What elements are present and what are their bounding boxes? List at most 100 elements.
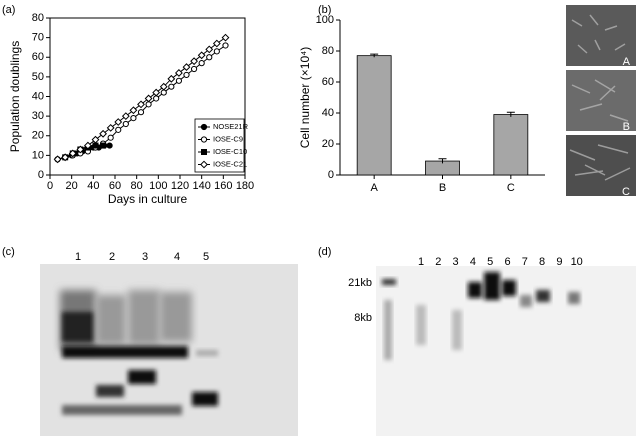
micrograph-label: B	[623, 121, 630, 133]
marker	[68, 149, 77, 158]
marker	[53, 155, 62, 164]
marker	[221, 33, 230, 42]
gel-bands	[60, 290, 218, 415]
y-tick-label: 10	[32, 149, 44, 161]
x-tick-label: 60	[109, 180, 121, 192]
y-tick-label: 50	[32, 71, 44, 83]
y-tick-label: 60	[32, 51, 44, 63]
legend-label: IOSE-C9	[213, 134, 243, 143]
lane-label: 3	[142, 251, 148, 263]
marker	[76, 145, 85, 154]
panel-label: (c)	[2, 246, 15, 258]
gel-c	[40, 264, 298, 436]
micrograph-label: A	[623, 56, 631, 68]
marker	[137, 109, 145, 116]
marker	[84, 141, 92, 150]
marker	[206, 54, 213, 61]
lane-label: 4	[470, 256, 476, 268]
marker	[190, 57, 198, 66]
marker	[167, 74, 176, 83]
micrographs	[566, 5, 636, 196]
marker	[129, 106, 138, 115]
x-tick-label: 80	[131, 180, 143, 192]
error-bar	[370, 53, 379, 58]
marker	[197, 51, 206, 60]
y-axis-label: Cell number (×10⁴)	[298, 47, 312, 149]
marker	[121, 112, 130, 121]
y-tick-label: 60	[322, 76, 334, 88]
marker	[190, 65, 198, 73]
marker	[107, 134, 114, 141]
marker	[153, 95, 160, 102]
y-tick-label: 100	[316, 14, 334, 26]
legend-marker	[200, 160, 208, 169]
marker	[152, 88, 161, 97]
y-tick-label: 80	[32, 12, 44, 24]
cell-texture	[569, 14, 631, 181]
size-marker: 8kb	[354, 312, 372, 324]
bar	[493, 114, 529, 176]
legend-label: NOSE21R	[213, 122, 249, 131]
marker	[222, 42, 229, 49]
marker	[100, 142, 107, 149]
lane-label: 1	[75, 251, 81, 263]
bar	[356, 55, 392, 176]
lane-label: 9	[556, 256, 562, 268]
legend-marker	[200, 123, 208, 131]
y-tick-label: 0	[38, 169, 44, 181]
micrograph-label: C	[622, 186, 630, 198]
panel-label: (b)	[318, 4, 331, 16]
lane-label: 2	[109, 251, 115, 263]
y-tick-label: 40	[32, 90, 44, 102]
gel-d	[376, 266, 636, 436]
marker	[61, 153, 70, 162]
marker	[182, 63, 191, 71]
marker	[159, 82, 168, 91]
x-tick-label: 0	[47, 180, 53, 192]
marker	[144, 94, 153, 103]
marker	[183, 71, 190, 79]
y-tick-label: 80	[322, 45, 334, 57]
micrograph	[566, 5, 636, 66]
legend-label: IOSE-C10	[213, 147, 247, 156]
size-marker: 21kb	[348, 277, 372, 289]
lane-label: 10	[571, 256, 583, 268]
x-tick-label: 40	[87, 180, 99, 192]
marker	[145, 101, 152, 108]
y-tick-label: 20	[32, 130, 44, 142]
x-tick-label: C	[507, 182, 515, 194]
error-bar	[506, 111, 515, 117]
x-tick-label: 100	[149, 180, 167, 192]
x-tick-label: B	[439, 182, 446, 194]
y-tick-label: 0	[328, 169, 334, 181]
y-tick-label: 40	[322, 107, 334, 119]
gel-bands	[382, 272, 580, 360]
marker	[99, 129, 107, 138]
x-tick-label: 160	[214, 180, 232, 192]
lane-label: 8	[539, 256, 545, 268]
marker	[114, 118, 123, 126]
legend-label: IOSE-C21	[213, 159, 247, 168]
lane-label: 7	[522, 256, 528, 268]
marker	[175, 69, 183, 77]
x-tick-label: 140	[192, 180, 210, 192]
marker	[106, 123, 115, 132]
x-tick-label: A	[370, 182, 378, 194]
marker	[213, 48, 220, 55]
marker	[205, 45, 214, 54]
y-tick-label: 70	[32, 32, 44, 44]
panel-label: (a)	[2, 4, 15, 16]
lane-label: 5	[203, 251, 209, 263]
panel-label: (d)	[318, 246, 331, 258]
legend-marker	[200, 136, 208, 143]
marker	[92, 142, 99, 149]
x-axis-label: Days in culture	[108, 192, 188, 206]
micrograph	[566, 70, 636, 131]
marker	[106, 142, 113, 149]
y-tick-label: 30	[32, 110, 44, 122]
x-tick-label: 20	[66, 180, 78, 192]
marker	[175, 77, 183, 84]
legend-marker	[201, 149, 207, 155]
marker	[91, 135, 100, 144]
marker	[130, 114, 137, 122]
